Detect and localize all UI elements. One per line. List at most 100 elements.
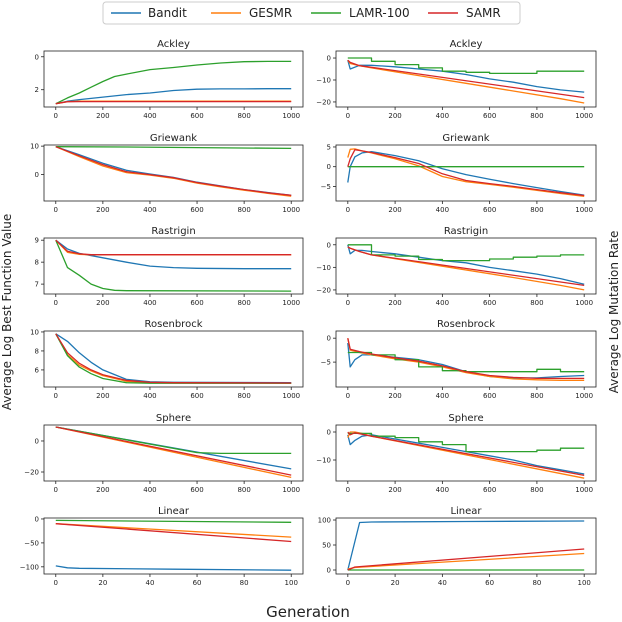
series-line-gesmr	[55, 146, 292, 197]
x-tick-label: 800	[530, 486, 543, 494]
y-tick-label: −5	[321, 183, 331, 191]
y-tick-label: −20	[24, 469, 39, 477]
axes-frame	[335, 424, 597, 482]
series-group	[55, 146, 292, 197]
axes-frame	[43, 144, 304, 202]
subplot-title: Rastrigin	[151, 226, 195, 237]
x-tick-label: 200	[388, 206, 401, 214]
x-tick-label: 200	[96, 299, 109, 307]
series-line-lamr-100	[55, 426, 292, 455]
series-line-samr	[55, 426, 292, 476]
x-tick-label: 1000	[282, 112, 300, 120]
subplot-ackley-best-value: Ackley 0 200 400 600 800 1000 0 2	[35, 39, 304, 120]
x-tick-label: 600	[483, 206, 496, 214]
subplot-title: Griewank	[150, 133, 197, 144]
x-tick-label: 600	[483, 392, 496, 400]
y-tick-label: 0	[327, 241, 331, 249]
x-tick-label: 0	[346, 299, 350, 307]
x-tick-label: 0	[346, 206, 350, 214]
subplot-title: Linear	[450, 506, 482, 517]
series-line-bandit	[347, 60, 585, 93]
axes-frame	[43, 330, 304, 388]
x-tick-label: 20	[98, 579, 107, 587]
x-tick-label: 400	[436, 299, 449, 307]
x-tick-label: 20	[391, 579, 400, 587]
y-tick-label: 0	[35, 437, 39, 445]
x-tick-label: 200	[388, 112, 401, 120]
x-tick-label: 800	[237, 392, 250, 400]
series-line-gesmr	[347, 552, 585, 570]
series-line-samr	[347, 548, 585, 571]
series-group	[347, 431, 585, 479]
x-tick-label: 80	[532, 579, 541, 587]
series-group	[55, 519, 292, 571]
x-tick-label: 1000	[575, 486, 593, 494]
x-tick-label: 1000	[575, 112, 593, 120]
y-tick-label: 5	[327, 143, 331, 151]
x-tick-label: 800	[530, 392, 543, 400]
axes-frame	[43, 424, 304, 482]
y-tick-label: 0	[327, 567, 331, 575]
axes-frame	[43, 517, 304, 575]
series-line-samr	[55, 100, 292, 105]
x-tick-label: 800	[530, 112, 543, 120]
x-tick-label: 100	[577, 579, 590, 587]
x-tick-label: 0	[54, 486, 58, 494]
x-tick-label: 600	[190, 112, 203, 120]
x-tick-label: 800	[530, 299, 543, 307]
series-group	[347, 520, 585, 571]
subplot-title: Rosenbrock	[145, 319, 203, 330]
x-tick-label: 600	[483, 299, 496, 307]
subplot-title: Sphere	[156, 413, 191, 424]
subplot-title: Ackley	[450, 39, 483, 50]
series-line-gesmr	[55, 333, 292, 384]
x-tick-label: 0	[346, 486, 350, 494]
x-tick-label: 80	[240, 579, 249, 587]
x-tick-label: 400	[436, 112, 449, 120]
y-tick-label: 50	[322, 542, 331, 550]
x-tick-label: 0	[54, 392, 58, 400]
series-line-gesmr	[347, 148, 585, 197]
y-tick-label: −10	[316, 76, 331, 84]
subplot-rastrigin-mutation-rate: Rastrigin 0 200 400 600 800 1000 0 −10 −20	[316, 226, 597, 307]
subplot-ackley-mutation-rate: Ackley 0 200 400 600 800 1000 0 −10 −20	[316, 39, 597, 120]
x-tick-label: 0	[54, 579, 58, 587]
series-line-samr	[347, 338, 585, 380]
x-tick-label: 40	[438, 579, 447, 587]
series-line-bandit	[347, 151, 585, 196]
series-line-bandit	[347, 434, 585, 475]
x-tick-label: 200	[96, 206, 109, 214]
series-group	[347, 244, 585, 291]
subplot-title: Ackley	[157, 39, 190, 50]
x-tick-label: 1000	[575, 392, 593, 400]
y-tick-label: −20	[316, 286, 331, 294]
y-axis-label-left: Average Log Best Function Value	[0, 214, 14, 411]
y-axis-label-right: Average Log Mutation Rate	[607, 231, 621, 394]
y-tick-label: 2	[35, 86, 39, 94]
x-tick-label: 600	[483, 112, 496, 120]
series-line-samr	[347, 149, 585, 197]
x-tick-label: 0	[54, 299, 58, 307]
series-line-lamr-100	[55, 519, 292, 523]
y-tick-label: 0	[327, 335, 331, 343]
x-tick-label: 1000	[282, 392, 300, 400]
x-tick-label: 600	[190, 206, 203, 214]
x-tick-label: 60	[485, 579, 494, 587]
subplot-linear-mutation-rate: Linear 0 20 40 60 80 100 100 50 0	[318, 506, 597, 587]
y-tick-label: −10	[316, 264, 331, 272]
y-tick-label: 100	[318, 517, 331, 525]
series-line-bandit	[55, 146, 292, 196]
y-tick-label: 9	[35, 237, 39, 245]
subplot-title: Linear	[158, 506, 190, 517]
x-tick-label: 200	[96, 112, 109, 120]
axes-frame	[335, 50, 597, 108]
y-tick-label: 10	[30, 328, 39, 336]
x-tick-label: 0	[346, 392, 350, 400]
x-tick-label: 400	[143, 392, 156, 400]
x-tick-label: 600	[190, 486, 203, 494]
axes-frame	[335, 144, 597, 202]
y-tick-label: 10	[30, 143, 39, 151]
subplot-linear-best-value: Linear 0 20 40 60 80 100 0 −50 −100	[20, 506, 304, 587]
x-tick-label: 1000	[575, 299, 593, 307]
